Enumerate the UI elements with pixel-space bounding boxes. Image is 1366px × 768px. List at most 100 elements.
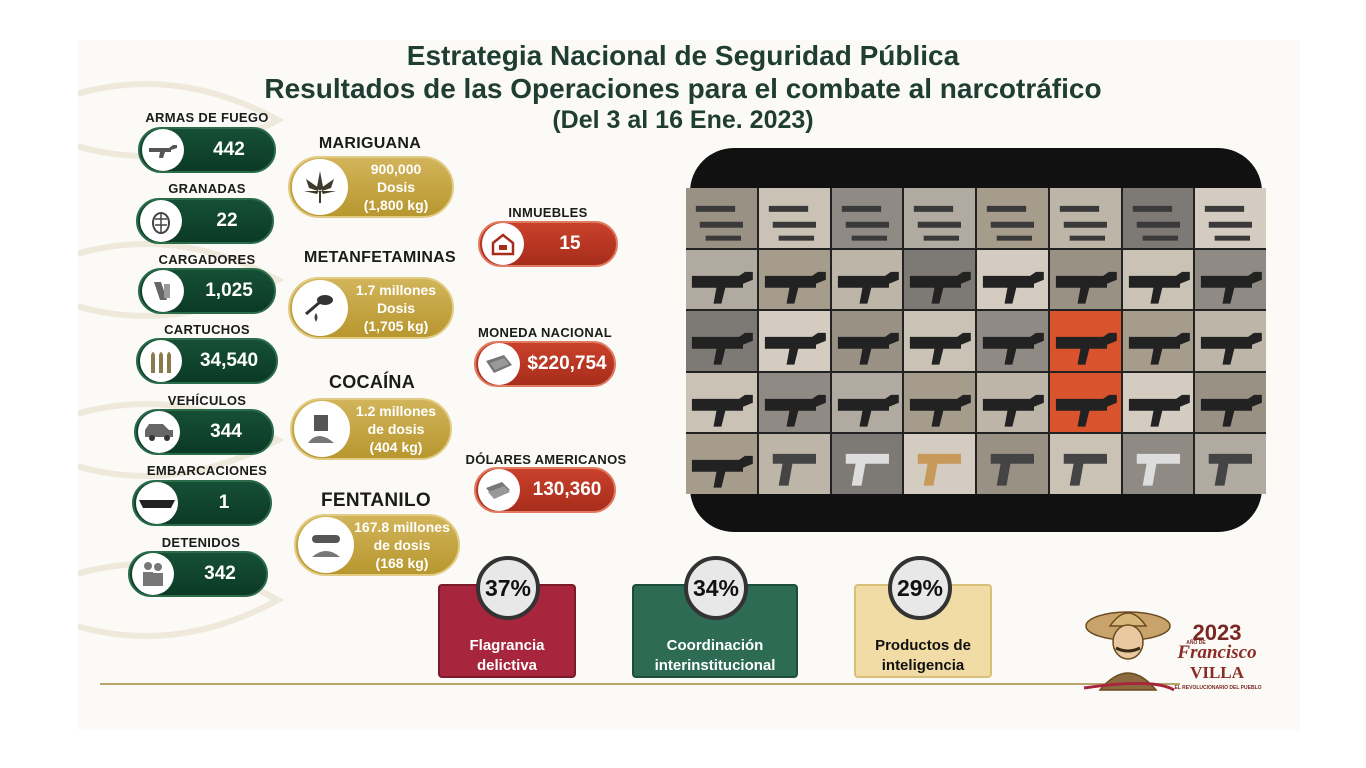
date-range: (Del 3 al 16 Ene. 2023)	[552, 106, 814, 134]
page-subtitle: Resultados de las Operaciones para el co…	[264, 73, 1102, 104]
rifle-icon	[142, 129, 184, 171]
logo-year: 2023	[1192, 620, 1242, 645]
logo-small-text: AÑO DE	[1186, 640, 1206, 646]
weapon-photo	[904, 372, 975, 433]
powder-icon	[294, 401, 350, 457]
weapon-photo	[1122, 372, 1194, 433]
asset-value-inmuebles: 15	[559, 233, 581, 254]
stat-value-armas: 442	[213, 139, 245, 160]
weapon-photo	[904, 249, 975, 310]
weapon-photo	[686, 372, 757, 433]
weapons-photo-grid	[686, 188, 1266, 494]
weapon-photo	[977, 372, 1048, 433]
stat-pill-granadas: 22	[136, 198, 274, 244]
weapon-photo	[1122, 188, 1194, 248]
stat-label-armas: ARMAS DE FUEGO	[145, 110, 269, 125]
weapon-photo	[1195, 372, 1266, 433]
weapon-photo	[977, 249, 1048, 310]
weapon-photo	[831, 311, 903, 371]
stat-pill-armas: 442	[138, 127, 276, 173]
asset-pill-moneda-nacional: $220,754	[474, 341, 616, 387]
weapon-photo	[758, 188, 830, 248]
weapon-photo	[977, 188, 1048, 248]
boat-icon	[136, 482, 178, 524]
weapon-photo	[904, 188, 975, 248]
asset-value-dolares: 130,360	[532, 479, 602, 500]
weapon-photo	[831, 249, 903, 310]
drug-label-metanfetaminas: METANFETAMINAS	[303, 249, 457, 266]
weapon-photo	[758, 249, 830, 310]
grenade-icon	[140, 200, 182, 242]
weapon-photo	[758, 311, 830, 371]
weapon-photo	[686, 188, 757, 248]
weapon-photo	[1049, 249, 1121, 310]
weapon-photo	[1122, 434, 1194, 494]
stat-pill-vehiculos: 344	[134, 409, 274, 455]
asset-value-moneda-nacional: $220,754	[527, 353, 607, 374]
stat-label-detenidos: DETENIDOS	[161, 535, 241, 550]
percent-inteligencia: 29%	[888, 556, 952, 620]
logo-name-last: VILLA	[1190, 663, 1244, 682]
drug-values-fentanilo: 167.8 millones de dosis (168 kg)	[354, 519, 450, 571]
stat-label-embarcaciones: EMBARCACIONES	[146, 463, 268, 478]
drug-pill-metanfetaminas: 1.7 millones Dosis (1,705 kg)	[288, 277, 454, 339]
card-flagrancia: Flagrancia delictiva	[438, 584, 576, 678]
stat-value-embarcaciones: 1	[218, 492, 230, 513]
weapon-photo	[1122, 311, 1194, 371]
drug-values-mariguana: 900,000 Dosis (1,800 kg)	[363, 161, 429, 213]
weapon-photo	[1049, 372, 1121, 433]
weapon-photo	[1195, 311, 1266, 371]
weapon-photo	[758, 434, 830, 494]
weapon-photo	[1195, 249, 1266, 310]
fentanyl-icon	[298, 517, 354, 573]
weapon-photo	[758, 372, 830, 433]
logo-name-first: Francisco	[1177, 642, 1257, 663]
logo-tagline: EL REVOLUCIONARIO DEL PUEBLO	[1174, 685, 1262, 691]
weapon-photo	[686, 311, 757, 371]
drug-values-cocaina: 1.2 millones de dosis (404 kg)	[355, 403, 437, 455]
spoon-icon	[292, 280, 348, 336]
stat-pill-cartuchos: 34,540	[136, 338, 278, 384]
cash-icon	[478, 343, 520, 385]
asset-label-inmuebles: INMUEBLES	[508, 205, 588, 220]
stat-pill-detenidos: 342	[128, 551, 268, 597]
footer-divider	[100, 683, 1180, 685]
stat-pill-embarcaciones: 1	[132, 480, 272, 526]
weapon-photo	[977, 311, 1048, 371]
asset-label-dolares: DÓLARES AMERICANOS	[465, 452, 627, 467]
people-icon	[132, 553, 174, 595]
weapon-photo	[1195, 434, 1266, 494]
stat-value-detenidos: 342	[204, 563, 236, 584]
weapon-photo	[831, 372, 903, 433]
asset-label-moneda-nacional: MONEDA NACIONAL	[477, 325, 612, 340]
drug-pill-cocaina: 1.2 millones de dosis (404 kg)	[290, 398, 452, 460]
stat-pill-cargadores: 1,025	[138, 268, 276, 314]
drug-pill-fentanilo: 167.8 millones de dosis (168 kg)	[294, 514, 460, 576]
weapon-photo	[904, 311, 975, 371]
bullets-icon	[140, 340, 182, 382]
francisco-villa-portrait-logo	[1083, 611, 1175, 692]
dollars-icon	[478, 469, 520, 511]
weapon-photo	[904, 434, 975, 494]
drug-label-fentanilo: FENTANILO	[320, 490, 431, 511]
drug-label-cocaina: COCAÍNA	[328, 372, 416, 392]
weapon-photo	[831, 434, 903, 494]
weapon-photo	[831, 188, 903, 248]
stat-label-granadas: GRANADAS	[168, 181, 246, 196]
stat-label-cartuchos: CARTUCHOS	[164, 322, 250, 337]
weapon-photo	[1049, 434, 1121, 494]
weapon-photo	[1195, 188, 1266, 248]
asset-pill-inmuebles: 15	[478, 221, 618, 267]
weapon-photo	[686, 434, 757, 494]
stat-value-vehiculos: 344	[210, 421, 242, 442]
weapon-photo	[1049, 188, 1121, 248]
magazine-icon	[142, 270, 184, 312]
stat-value-cargadores: 1,025	[205, 280, 253, 301]
drug-values-metanfetaminas: 1.7 millones Dosis (1,705 kg)	[355, 282, 437, 334]
stat-label-cargadores: CARGADORES	[158, 252, 256, 267]
stat-value-cartuchos: 34,540	[199, 350, 259, 371]
house-icon	[482, 223, 524, 265]
stat-label-vehiculos: VEHÍCULOS	[167, 393, 247, 408]
weapon-photo	[977, 434, 1048, 494]
drug-pill-mariguana: 900,000 Dosis (1,800 kg)	[288, 156, 454, 218]
